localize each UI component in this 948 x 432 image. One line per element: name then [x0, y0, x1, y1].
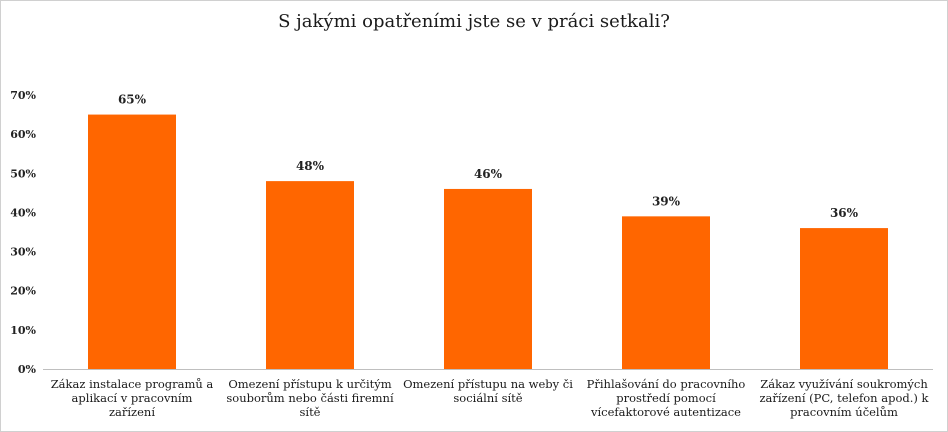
data-label: 36% [830, 206, 859, 220]
bar [266, 181, 354, 369]
bar [88, 114, 176, 369]
y-tick-label: 30% [10, 246, 36, 259]
x-category-label: Zákaz využívání soukromých zařízení (PC,… [759, 377, 929, 419]
x-category-label: Zákaz instalace programů a aplikací v pr… [50, 377, 214, 419]
bar [800, 228, 888, 369]
chart-title: S jakými opatřeními jste se v práci setk… [278, 11, 670, 32]
y-tick-label: 0% [18, 363, 37, 376]
y-tick-label: 60% [10, 128, 36, 141]
data-label: 65% [118, 93, 147, 107]
x-category-label: Omezení přístupu k určitým souborům nebo… [226, 377, 394, 419]
data-label: 46% [474, 167, 503, 181]
y-tick-label: 70% [10, 89, 36, 102]
bar [444, 188, 532, 369]
y-tick-label: 20% [10, 285, 36, 298]
y-tick-label: 40% [10, 206, 36, 219]
bar [622, 216, 710, 369]
data-label: 48% [296, 159, 325, 173]
x-category-label: Přihlašování do pracovního prostředí pom… [586, 377, 746, 419]
data-label: 39% [652, 194, 681, 208]
y-tick-label: 50% [10, 167, 36, 180]
x-category-label: Omezení přístupu na weby či sociální sít… [403, 377, 573, 405]
y-tick-label: 10% [10, 324, 36, 337]
